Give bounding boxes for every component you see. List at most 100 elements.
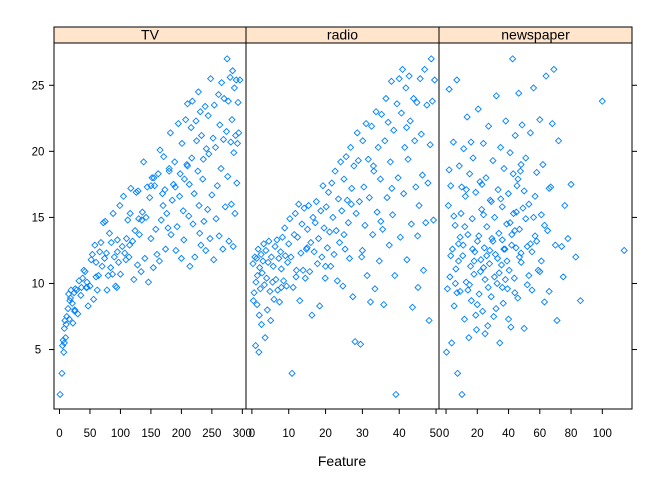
data-point-radio: [370, 167, 378, 175]
data-point-tv: [210, 101, 218, 109]
data-point-newspaper: [457, 209, 465, 218]
data-point-newspaper: [490, 273, 499, 281]
data-point-radio: [287, 253, 295, 261]
data-point-radio: [312, 197, 320, 206]
data-point-tv: [157, 216, 165, 224]
data-point-tv: [227, 200, 236, 208]
data-point-radio: [345, 254, 354, 263]
data-point-tv: [147, 182, 155, 190]
data-point-newspaper: [445, 166, 453, 174]
data-point-radio: [374, 143, 382, 152]
data-point-tv: [216, 121, 224, 129]
data-point-tv: [81, 267, 89, 276]
data-point-tv: [224, 97, 232, 105]
data-point-tv: [98, 262, 106, 270]
data-point-tv: [226, 73, 234, 81]
data-point-newspaper: [445, 85, 453, 93]
data-point-tv: [202, 246, 210, 255]
data-point-tv: [202, 145, 211, 153]
data-point-tv: [64, 304, 72, 313]
data-point-tv: [56, 390, 64, 399]
data-point-radio: [367, 122, 376, 130]
data-point-tv: [197, 131, 206, 140]
data-point-newspaper: [500, 245, 508, 253]
data-point-newspaper: [515, 89, 523, 97]
data-point-newspaper: [498, 283, 506, 292]
data-point-tv: [169, 180, 178, 189]
data-point-tv: [139, 158, 148, 166]
data-point-radio: [271, 242, 279, 251]
data-point-newspaper: [490, 312, 498, 321]
data-point-tv: [100, 254, 109, 263]
data-point-newspaper: [508, 230, 516, 239]
data-point-tv: [177, 254, 186, 263]
data-point-newspaper: [520, 187, 528, 195]
data-point-newspaper: [511, 131, 519, 140]
y-tick-label: 20: [32, 146, 45, 158]
data-point-radio: [415, 201, 423, 210]
data-point-radio: [303, 244, 311, 252]
data-point-tv: [89, 295, 98, 303]
data-point-newspaper: [468, 215, 476, 223]
data-point-newspaper: [514, 294, 522, 302]
data-point-tv: [217, 79, 226, 87]
data-point-newspaper: [479, 263, 488, 272]
data-point-tv: [131, 226, 139, 235]
data-point-newspaper: [483, 223, 491, 231]
data-point-radio: [361, 221, 369, 229]
data-point-newspaper: [536, 115, 544, 124]
data-point-radio: [396, 233, 404, 241]
data-point-radio: [296, 297, 304, 305]
data-point-tv: [208, 191, 216, 199]
data-point-radio: [311, 219, 319, 227]
data-point-newspaper: [479, 211, 488, 219]
data-point-newspaper: [545, 287, 553, 296]
data-point-newspaper: [484, 322, 492, 330]
data-point-radio: [249, 297, 258, 305]
data-point-radio: [255, 348, 263, 356]
data-point-tv: [194, 167, 202, 175]
data-point-radio: [288, 369, 296, 377]
data-point-newspaper: [482, 174, 490, 182]
data-point-newspaper: [473, 237, 482, 245]
data-point-newspaper: [517, 258, 525, 266]
data-point-tv: [77, 283, 86, 292]
data-point-radio: [349, 293, 357, 301]
data-point-newspaper: [456, 287, 464, 296]
data-point-radio: [392, 390, 400, 399]
data-point-tv: [165, 167, 173, 175]
data-point-newspaper: [505, 266, 513, 274]
data-point-radio: [414, 283, 422, 292]
data-point-tv: [101, 217, 109, 226]
data-point-radio: [375, 257, 383, 265]
data-point-newspaper: [448, 339, 456, 347]
data-point-tv: [92, 258, 100, 266]
panel-frame-newspaper: [438, 42, 633, 410]
data-point-newspaper: [480, 244, 488, 252]
data-point-newspaper: [525, 271, 533, 280]
data-point-radio: [260, 240, 268, 248]
data-point-newspaper: [447, 252, 455, 260]
data-point-radio: [253, 271, 262, 280]
data-point-newspaper: [456, 233, 464, 241]
x-tick-label-newspaper: 40: [502, 428, 515, 440]
data-point-newspaper: [467, 297, 475, 305]
data-point-radio: [365, 193, 374, 202]
data-point-tv: [70, 289, 78, 297]
data-point-newspaper: [525, 200, 533, 208]
data-point-radio: [274, 286, 282, 294]
data-point-newspaper: [507, 323, 515, 331]
data-point-tv: [228, 115, 236, 124]
data-point-radio: [321, 274, 329, 282]
data-point-newspaper: [453, 76, 461, 84]
data-point-tv: [172, 246, 180, 255]
data-point-newspaper: [469, 154, 477, 162]
data-point-radio: [430, 76, 439, 84]
data-point-newspaper: [511, 289, 519, 297]
data-point-tv: [183, 162, 192, 170]
data-point-newspaper: [475, 232, 483, 240]
data-point-radio: [359, 137, 367, 145]
data-point-tv: [65, 315, 73, 323]
data-point-tv: [171, 183, 179, 191]
data-point-newspaper: [460, 315, 469, 323]
